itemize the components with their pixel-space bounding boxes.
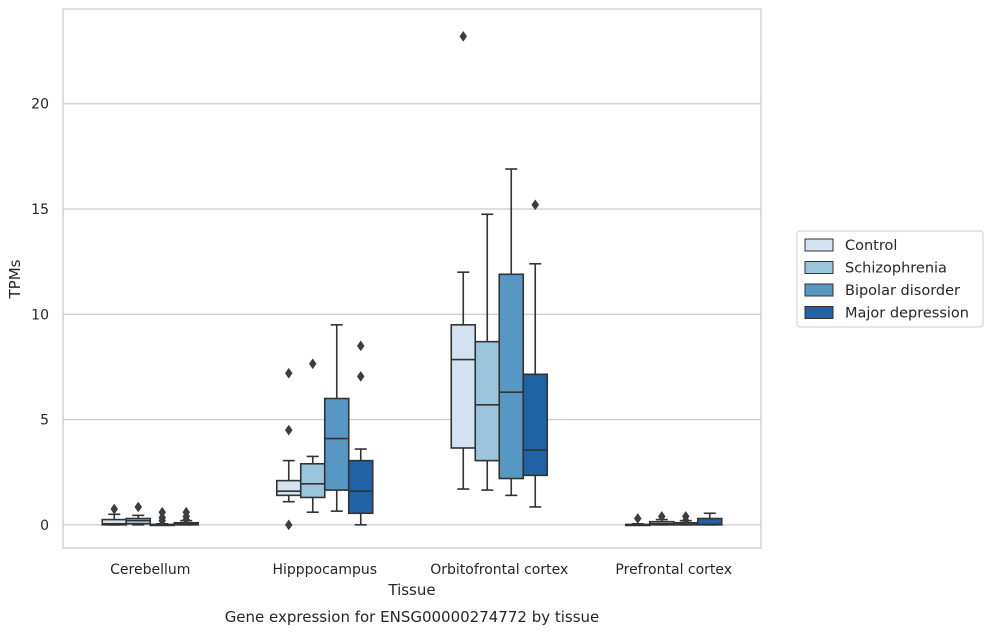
box-body [498, 273, 525, 480]
outlier-point [182, 514, 191, 526]
outlier-point [531, 199, 540, 211]
legend-swatch [804, 261, 834, 274]
box-body [299, 462, 326, 499]
box-schizophrenia-3 [648, 510, 675, 526]
outlier-point [681, 515, 690, 527]
y-tick-label: 15 [31, 202, 49, 218]
y-tick-label: 0 [40, 518, 49, 534]
legend-swatch [804, 306, 834, 319]
outlier-point [356, 340, 365, 352]
box-major-depression-1 [347, 340, 374, 526]
outlier-point [356, 370, 365, 382]
y-axis-title: TPMs [6, 259, 24, 299]
box-major-depression-3 [696, 512, 723, 526]
legend-label: Bipolar disorder [845, 283, 960, 299]
plot-frame [62, 8, 762, 549]
outlier-point [308, 358, 317, 370]
chart-caption: Gene expression for ENSG00000274772 by t… [225, 608, 600, 626]
box-schizophrenia-0 [125, 501, 152, 526]
box-major-depression-2 [522, 199, 549, 508]
legend-frame [796, 230, 984, 328]
box-body [474, 340, 501, 462]
outlier-point [284, 424, 293, 436]
box-body [323, 397, 350, 491]
box-body [450, 324, 477, 449]
x-tick-label: Orbitofrontal cortex [430, 562, 568, 578]
legend-label: Control [845, 238, 897, 254]
y-tick-label: 20 [31, 97, 49, 113]
x-tick-label: Prefrontal cortex [615, 562, 732, 578]
legend-label: Schizophrenia [845, 261, 947, 277]
x-tick-label: Cerebellum [110, 562, 190, 578]
box-bipolar-disorder-3 [672, 510, 699, 527]
box-control-2 [450, 30, 477, 490]
outlier-point [459, 30, 468, 42]
y-tick-label: 5 [40, 413, 49, 429]
legend-swatch [804, 238, 834, 252]
box-body [347, 459, 374, 515]
outlier-point [284, 367, 293, 379]
outlier-point [284, 519, 293, 531]
box-bipolar-disorder-1 [323, 324, 350, 512]
outlier-point [158, 515, 167, 527]
outlier-point [633, 513, 642, 524]
legend: Control Schizophrenia Bipolar disorder Majo… [796, 230, 984, 328]
box-body [275, 479, 302, 497]
outlier-point [110, 503, 119, 515]
box-major-depression-0 [173, 506, 200, 526]
outlier-point [134, 501, 143, 513]
plot-area [63, 9, 761, 548]
x-tick-label: Hipppocampus [272, 562, 377, 578]
legend-swatch [804, 283, 834, 297]
box-control-1 [275, 367, 302, 531]
boxes [101, 30, 723, 531]
y-tick-label: 10 [31, 307, 49, 323]
box-bipolar-disorder-0 [149, 506, 176, 527]
box-body [522, 373, 549, 477]
outlier-point [657, 510, 666, 522]
x-axis-title: Tissue [387, 581, 435, 599]
y-axis-ticks: 0 5 10 15 20 [31, 97, 49, 534]
box-control-3 [624, 513, 651, 527]
legend-label: Major depression [845, 306, 969, 322]
x-axis-ticks: Cerebellum Hipppocampus Orbitofrontal cort… [110, 562, 732, 578]
